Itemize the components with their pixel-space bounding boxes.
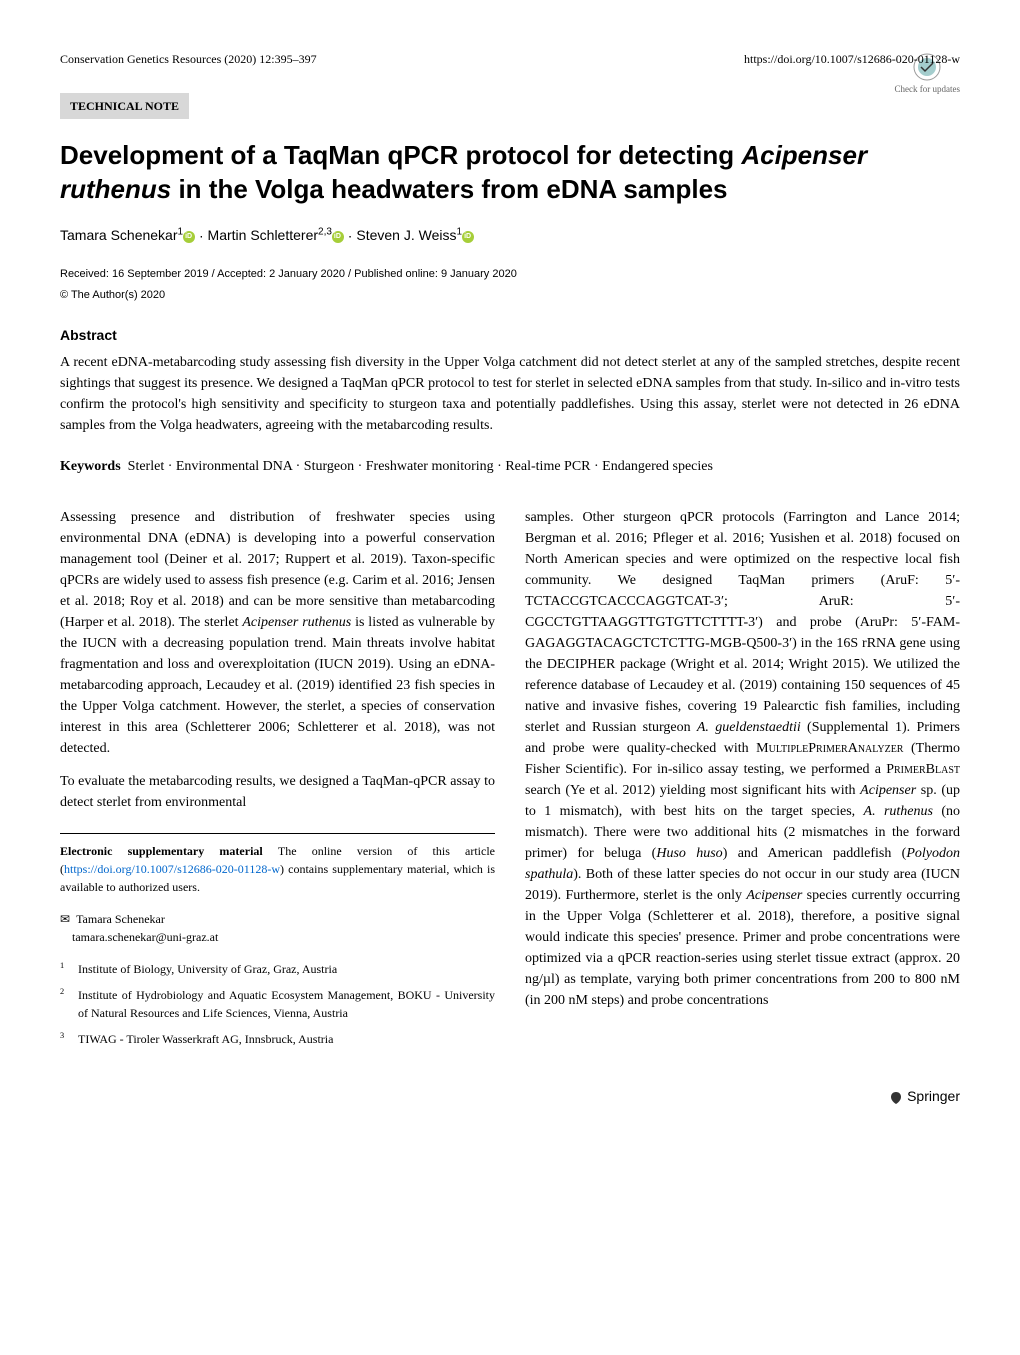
affiliations: 1 Institute of Biology, University of Gr… [60,960,495,1048]
supplementary-link[interactable]: https://doi.org/10.1007/s12686-020-01128… [64,862,280,876]
right-column: samples. Other sturgeon qPCR protocols (… [525,507,960,1056]
affiliation-3: 3 TIWAG - Tiroler Wasserkraft AG, Innsbr… [60,1030,495,1048]
affiliation-num: 3 [60,1030,78,1048]
orcid-icon[interactable] [332,231,344,243]
abstract-heading: Abstract [60,325,960,346]
article-dates: Received: 16 September 2019 / Accepted: … [60,266,960,283]
header-row: Conservation Genetics Resources (2020) 1… [60,50,960,68]
envelope-icon: ✉ [60,910,70,928]
body-paragraph-2: To evaluate the metabarcoding results, w… [60,771,495,813]
affiliation-num: 2 [60,986,78,1022]
body-paragraph-1: Assessing presence and distribution of f… [60,507,495,759]
keywords-text: Sterlet · Environmental DNA · Sturgeon ·… [128,459,713,474]
abstract-text: A recent eDNA-metabarcoding study assess… [60,352,960,436]
copyright: © The Author(s) 2020 [60,287,960,304]
authors-list: Tamara Schenekar1 · Martin Schletterer2,… [60,225,960,247]
keywords-section: Keywords Sterlet · Environmental DNA · S… [60,456,960,477]
article-type-badge: TECHNICAL NOTE [60,93,189,119]
body-columns: Assessing presence and distribution of f… [60,507,960,1056]
affiliation-2: 2 Institute of Hydrobiology and Aquatic … [60,986,495,1022]
body-paragraph-3: samples. Other sturgeon qPCR protocols (… [525,507,960,1011]
affiliation-text: Institute of Biology, University of Graz… [78,960,337,978]
orcid-icon[interactable] [183,231,195,243]
left-column: Assessing presence and distribution of f… [60,507,495,1056]
author-3: Steven J. Weiss1 [356,227,462,243]
affiliation-1: 1 Institute of Biology, University of Gr… [60,960,495,978]
springer-icon [889,1091,903,1105]
affiliation-num: 1 [60,960,78,978]
corresponding-author: ✉ Tamara Schenekar tamara.schenekar@uni-g… [60,910,495,946]
keywords-label: Keywords [60,459,121,474]
author-2: Martin Schletterer2,3 [208,227,332,243]
orcid-icon[interactable] [462,231,474,243]
corresponding-email[interactable]: tamara.schenekar@uni-graz.at [72,930,218,944]
affiliation-text: TIWAG - Tiroler Wasserkraft AG, Innsbruc… [78,1030,333,1048]
doi-link[interactable]: https://doi.org/10.1007/s12686-020-01128… [744,50,960,68]
author-1: Tamara Schenekar1 [60,227,183,243]
article-title: Development of a TaqMan qPCR protocol fo… [60,139,960,207]
affiliation-text: Institute of Hydrobiology and Aquatic Ec… [78,986,495,1022]
corresponding-name: Tamara Schenekar [76,912,165,926]
publisher-footer: Springer [60,1086,960,1107]
supplementary-box: Electronic supplementary material The on… [60,833,495,896]
journal-citation: Conservation Genetics Resources (2020) 1… [60,50,317,68]
supplementary-label: Electronic supplementary material [60,844,263,858]
check-updates-label: Check for updates [895,84,960,94]
publisher-name: Springer [907,1088,960,1104]
